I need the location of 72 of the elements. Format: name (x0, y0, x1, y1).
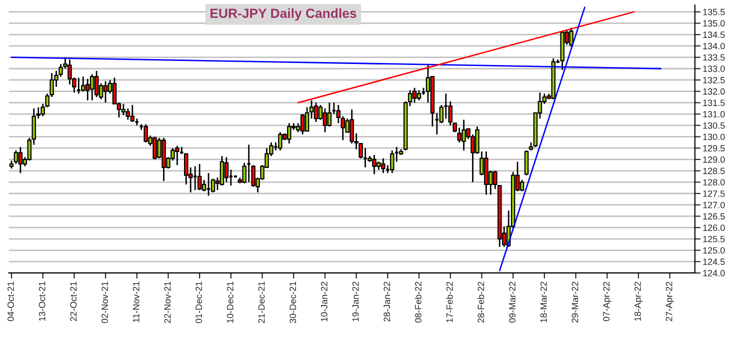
x-tick-label: 22-Nov-21 (164, 282, 171, 323)
y-tick-label: 126.0 (703, 224, 725, 231)
candlestick (390, 150, 394, 174)
x-tick-label: 30-Dec-21 (290, 282, 296, 324)
candlestick (94, 70, 99, 98)
candlestick (14, 150, 18, 165)
y-tick-label: 131.0 (703, 111, 725, 118)
x-tick-label: 28-Jan-22 (384, 282, 390, 322)
x-tick-label: 11-Nov-21 (132, 282, 140, 322)
candlestick (130, 104, 135, 123)
y-tick-label: 133.0 (703, 66, 725, 72)
x-tick-label: 28-Feb-22 (478, 282, 484, 322)
x-tick-label: 02-Nov-21 (102, 282, 108, 324)
candlestick (121, 103, 126, 116)
candlestick (90, 74, 94, 102)
candlestick (412, 87, 417, 104)
x-tick-label: 09-Mar-22 (509, 282, 516, 323)
y-tick-label: 134.0 (703, 42, 725, 50)
y-tick-label: 130.0 (703, 134, 725, 140)
x-tick-label: 10-Dec-21 (226, 282, 234, 323)
y-tick-label: 135.5 (703, 8, 725, 16)
y-tick-label: 128.5 (703, 168, 725, 174)
candlestick (126, 108, 130, 120)
candlestick (314, 102, 318, 123)
candlestick (300, 113, 305, 136)
y-tick-label: 126.5 (703, 213, 725, 220)
y-tick-label: 125.0 (703, 247, 725, 254)
x-tick-label: 18-Mar-22 (540, 282, 547, 322)
y-tick-label: 132.0 (703, 88, 725, 95)
y-tick-label: 135.0 (703, 20, 725, 27)
x-tick-label: 13-Oct-21 (38, 282, 46, 321)
x-tick-label: 27-Apr-22 (666, 282, 674, 321)
y-tick-label: 127.5 (703, 190, 725, 197)
x-tick-label: 18-Apr-22 (634, 282, 643, 321)
candlestick (224, 156, 229, 183)
x-tick-label: 22-Oct-21 (70, 282, 77, 321)
y-tick-label: 132.5 (703, 76, 725, 84)
y-tick-label: 124.5 (703, 258, 725, 265)
candlestick (18, 146, 23, 174)
candlestick (210, 178, 216, 194)
candlestick (103, 80, 108, 104)
y-tick-label: 130.5 (703, 122, 725, 129)
candlestick (327, 102, 332, 128)
candlestick (220, 155, 224, 186)
y-tick-label: 124.0 (703, 270, 725, 276)
y-tick-label: 127.0 (703, 202, 725, 208)
candlestick (81, 76, 86, 92)
y-tick-label: 133.5 (703, 54, 725, 61)
x-tick-label: 08-Feb-22 (414, 282, 422, 323)
y-tick-label: 128.0 (703, 179, 725, 186)
x-tick-label: 10-Jan-22 (321, 282, 328, 322)
x-tick-label: 07-Apr-22 (603, 282, 612, 322)
candlestick (520, 179, 524, 192)
x-tick-label: 01-Dec-21 (196, 282, 202, 324)
candlestick (416, 90, 422, 102)
candlestick (322, 108, 328, 133)
candlestick (524, 150, 529, 176)
x-tick-label: 29-Mar-22 (572, 282, 578, 322)
candlestick (309, 100, 314, 120)
candlestick (85, 78, 90, 102)
candlestick (304, 106, 310, 132)
y-tick-label: 125.5 (703, 236, 725, 242)
y-tick-label: 129.0 (703, 156, 725, 163)
x-tick-label: 17-Feb-22 (446, 282, 453, 322)
y-tick-label: 134.5 (703, 32, 725, 38)
x-tick-label: 19-Jan-22 (352, 282, 359, 322)
candlestick (197, 163, 202, 191)
x-tick-label: 04-Oct-21 (8, 282, 14, 322)
y-tick-label: 129.5 (703, 145, 725, 152)
x-tick-label: 21-Dec-21 (258, 282, 265, 323)
y-tick-label: 131.5 (703, 100, 725, 106)
chart-title: EUR-JPY Daily Candles (210, 8, 356, 21)
